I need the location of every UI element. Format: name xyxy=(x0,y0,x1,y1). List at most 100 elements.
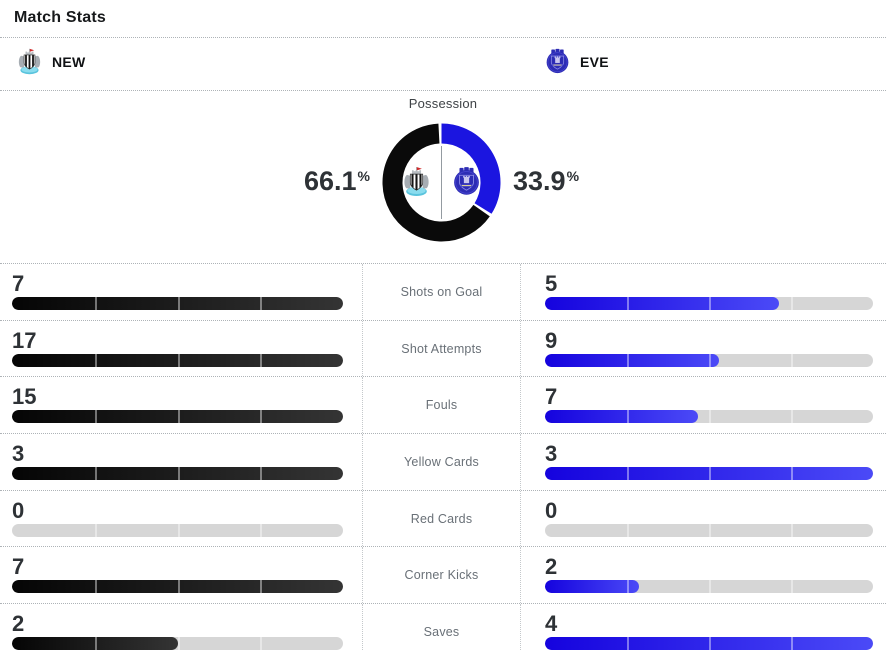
stat-label: Fouls xyxy=(425,398,458,413)
stat-label-cell: Shots on Goal xyxy=(362,264,521,320)
home-stat-bar xyxy=(12,523,343,537)
stat-label-cell: Saves xyxy=(362,604,521,651)
away-stat-cell: 0 xyxy=(521,491,886,547)
bar-segment-tick xyxy=(627,467,629,481)
home-stat-bar xyxy=(12,353,343,367)
home-stat-bar xyxy=(12,297,343,310)
stat-label-cell: Shot Attempts xyxy=(362,320,521,377)
away-stat-value: 2 xyxy=(545,554,558,580)
away-stat-bar xyxy=(545,523,873,537)
divider-rule-top xyxy=(0,37,886,38)
away-stat-cell: 7 xyxy=(521,377,886,433)
home-stat-value: 2 xyxy=(12,611,25,637)
stat-row: 15 Fouls 7 xyxy=(0,376,886,434)
stat-row: 7 Shots on Goal 5 xyxy=(0,263,886,320)
home-stat-value: 7 xyxy=(12,554,25,580)
home-stat-bar-fill xyxy=(12,580,343,594)
bar-segment-tick xyxy=(627,297,629,310)
away-stat-bar-fill xyxy=(545,353,719,367)
away-team-abbr: EVE xyxy=(580,53,609,70)
away-stat-bar-fill xyxy=(545,637,873,651)
bar-segment-tick xyxy=(260,637,263,651)
bar-segment-tick xyxy=(627,410,629,424)
home-stat-cell: 0 xyxy=(0,491,362,547)
home-stat-bar xyxy=(12,467,343,481)
bar-segment-tick xyxy=(260,523,263,537)
bar-segment-tick xyxy=(627,637,629,651)
bar-segment-tick xyxy=(627,580,629,594)
home-stat-bar xyxy=(12,410,343,424)
home-stat-cell: 7 xyxy=(0,547,362,603)
bar-segment-tick xyxy=(791,523,793,537)
away-stat-value: 4 xyxy=(545,611,558,637)
bar-segment-tick xyxy=(791,297,793,310)
home-stat-value: 0 xyxy=(12,497,25,523)
away-stat-cell: 3 xyxy=(521,434,886,490)
bar-segment-tick xyxy=(260,297,263,310)
away-possession-value: 33.9% xyxy=(513,166,580,196)
bar-segment-tick xyxy=(177,580,180,594)
bar-segment-tick xyxy=(94,523,97,537)
away-stat-value: 5 xyxy=(545,271,558,296)
possession-away-arc xyxy=(441,123,501,214)
bar-segment-tick xyxy=(177,637,180,651)
stat-label: Corner Kicks xyxy=(404,568,479,583)
newcastle-crest-icon xyxy=(400,165,433,198)
page-title: Match Stats xyxy=(14,9,106,26)
away-stat-bar-fill xyxy=(545,467,873,481)
bar-segment-tick xyxy=(709,467,711,481)
stat-label: Red Cards xyxy=(410,511,473,526)
away-stat-cell: 9 xyxy=(521,321,886,377)
bar-segment-tick xyxy=(94,410,97,424)
stat-row: 0 Red Cards 0 xyxy=(0,489,886,547)
bar-segment-tick xyxy=(177,523,180,537)
home-stat-bar-fill xyxy=(12,297,343,310)
bar-segment-tick xyxy=(177,297,180,310)
away-stat-value: 3 xyxy=(545,441,558,467)
possession-donut-chart xyxy=(382,123,501,242)
newcastle-crest-icon xyxy=(15,47,44,76)
bar-segment-tick xyxy=(709,410,711,424)
bar-segment-tick xyxy=(709,637,711,651)
bar-segment-tick xyxy=(177,353,180,367)
bar-segment-tick xyxy=(177,467,180,481)
donut-center-divider xyxy=(441,146,442,219)
away-stat-value: 9 xyxy=(545,327,558,353)
home-stat-value: 15 xyxy=(12,384,37,410)
bar-segment-tick xyxy=(791,467,793,481)
stat-row: 3 Yellow Cards 3 xyxy=(0,433,886,490)
bar-segment-tick xyxy=(791,410,793,424)
stat-label: Yellow Cards xyxy=(404,454,479,469)
away-team[interactable]: EVE xyxy=(543,47,609,76)
bar-segment-tick xyxy=(177,410,180,424)
stat-row: 2 Saves 4 xyxy=(0,603,886,651)
home-stat-value: 7 xyxy=(12,271,25,296)
bar-segment-tick xyxy=(709,353,711,367)
stat-row: 17 Shot Attempts 9 xyxy=(0,319,886,377)
possession-title: Possession xyxy=(408,96,478,111)
home-stat-cell: 3 xyxy=(0,434,362,490)
home-team[interactable]: NEW xyxy=(15,47,86,76)
home-stat-bar-fill xyxy=(12,637,178,651)
away-stat-bar xyxy=(545,637,873,651)
stat-label-cell: Yellow Cards xyxy=(362,434,521,490)
stats-table: 7 Shots on Goal 5 17 Shot Attempts 9 15 Fouls 7 3… xyxy=(0,263,886,651)
bar-segment-tick xyxy=(791,353,793,367)
stat-label-cell: Corner Kicks xyxy=(362,547,521,604)
away-stat-bar-fill xyxy=(545,297,780,310)
bar-segment-tick xyxy=(627,353,629,367)
bar-segment-tick xyxy=(260,353,263,367)
away-stat-bar-fill xyxy=(545,410,699,424)
away-stat-bar xyxy=(545,467,873,481)
percent-unit: % xyxy=(357,168,370,184)
home-stat-bar-fill xyxy=(12,467,343,481)
bar-segment-tick xyxy=(627,523,629,537)
stat-label: Shot Attempts xyxy=(401,341,482,356)
bar-segment-tick xyxy=(94,580,97,594)
bar-segment-tick xyxy=(94,467,97,481)
stat-label-cell: Red Cards xyxy=(362,490,521,547)
percent-unit: % xyxy=(566,168,580,184)
bar-segment-tick xyxy=(709,580,711,594)
bar-segment-tick xyxy=(791,580,793,594)
bar-segment-tick xyxy=(94,353,97,367)
